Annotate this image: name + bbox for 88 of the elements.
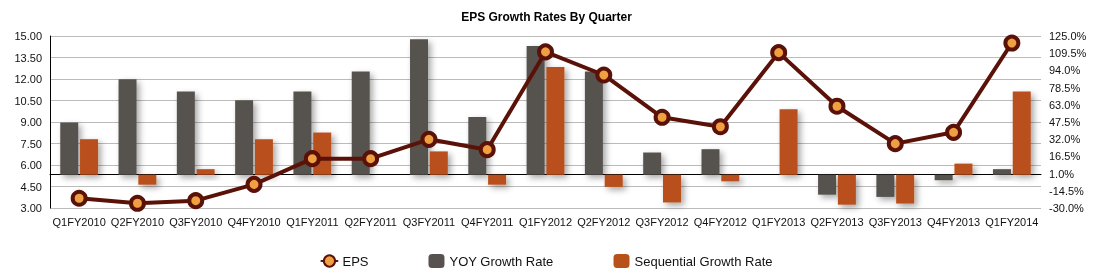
y2-tick-label: 1.0% [1049,167,1075,180]
bar [604,174,623,187]
point [711,118,729,136]
x-tick-label: Q1FY2013 [752,215,806,228]
bar [410,39,429,175]
x-tick-label: Q2FY2011 [344,215,397,228]
bar [701,149,720,175]
bar [992,169,1011,175]
y2-tick-label: 32.0% [1049,133,1081,146]
y2-tick-label: 63.0% [1049,98,1081,111]
bar [196,169,215,175]
bar [80,139,99,175]
x-tick-label: Q4FY2011 [461,215,514,228]
point [187,192,205,210]
y2-tick-label: 47.5% [1049,116,1081,128]
point [478,141,496,159]
point [128,194,146,212]
bar [254,139,273,175]
x-tick-label: Q2FY2012 [577,215,631,228]
x-tick-label: Q3FY2013 [868,215,922,228]
x-tick-label: Q4FY2013 [926,215,981,228]
x-tick-label: Q3FY2011 [402,215,456,228]
y-tick-label: 7.50 [20,137,42,150]
point [537,43,554,61]
bar [643,152,662,175]
x-tick-label: Q1FY2012 [518,215,573,228]
point [245,175,263,193]
bar [351,71,370,175]
x-tick-label: Q4FY2010 [227,215,281,228]
bar [488,174,507,185]
bar [896,174,915,204]
x-tick-label: Q4FY2012 [693,215,747,228]
bar [176,91,195,175]
y2-tick-label: 16.5% [1049,150,1081,163]
point [70,189,88,207]
point [945,123,963,141]
y-tick-label: 13.50 [14,51,42,64]
bar [662,174,681,203]
point [653,108,671,126]
y-tick-label: 15.00 [14,30,42,42]
y-tick-label: 9.00 [20,116,42,128]
point [886,135,904,153]
point [595,66,613,84]
y2-tick-label: -14.5% [1049,184,1085,197]
legend-label: EPS [342,253,369,269]
bar [1012,91,1031,175]
y2-tick-label: 109.5% [1049,47,1087,60]
x-tick-label: Q1FY2011 [286,215,339,228]
y-tick-label: 4.50 [20,180,42,193]
x-tick-label: Q2FY2010 [110,215,165,228]
x-tick-label: Q1FY2014 [985,215,1039,228]
bar [721,174,740,182]
bar [429,151,448,175]
point [770,44,788,62]
bar [546,67,565,175]
x-tick-label: Q3FY2012 [635,215,689,228]
bar [60,122,79,175]
bar [818,174,837,195]
bar [779,109,798,175]
y2-tick-label: 94.0% [1049,64,1081,77]
bar [954,163,973,175]
point [828,97,846,115]
legend-label: Sequential Growth Rate [634,253,773,269]
bar [235,100,254,175]
bar [584,71,603,175]
y2-tick-label: 125.0% [1049,30,1087,42]
y2-tick-label: -30.0% [1049,202,1085,214]
x-tick-label: Q2FY2013 [810,215,864,228]
bar [837,174,856,205]
bar [118,79,137,175]
bar [526,45,545,175]
bar [934,174,953,181]
y-tick-label: 6.00 [20,159,42,171]
point [303,150,321,168]
point [362,150,380,168]
x-tick-label: Q1FY2010 [52,215,106,228]
point [1003,34,1021,52]
bar [876,174,895,197]
chart-title: EPS Growth Rates By Quarter [461,10,633,24]
y-tick-label: 12.00 [14,73,42,85]
point [420,130,438,148]
y2-tick-label: 78.5% [1049,81,1081,94]
bar [138,174,157,185]
y-tick-label: 3.00 [20,202,42,214]
bar [293,91,312,175]
legend-label: YOY Growth Rate [449,253,554,269]
y-tick-label: 10.50 [14,94,42,107]
x-tick-label: Q3FY2010 [169,215,223,228]
